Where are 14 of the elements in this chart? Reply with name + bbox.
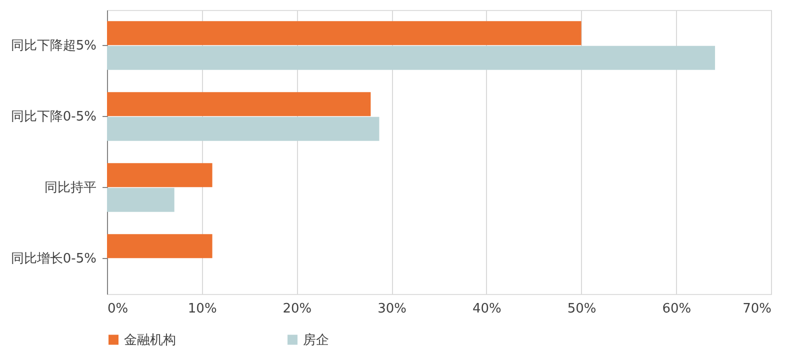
x-tick-label: 10% <box>188 302 217 316</box>
x-tick-label: 20% <box>282 302 312 316</box>
y-tick-label: 同比下降超5% <box>10 38 96 54</box>
legend-label: 房企 <box>303 332 329 348</box>
x-tick-label: 40% <box>472 302 502 316</box>
x-tick-label: 60% <box>662 302 692 316</box>
x-tick-label: 70% <box>742 302 772 316</box>
legend-label: 金融机构 <box>124 332 176 348</box>
y-tick-label: 同比下降0-5% <box>10 110 96 124</box>
y-tick-label: 同比增长0-5% <box>10 252 96 266</box>
y-tick-label: 同比持平 <box>44 180 96 196</box>
x-tick-label: 30% <box>378 302 407 316</box>
x-tick-label: 0% <box>108 302 128 316</box>
x-tick-label: 50% <box>567 302 596 316</box>
